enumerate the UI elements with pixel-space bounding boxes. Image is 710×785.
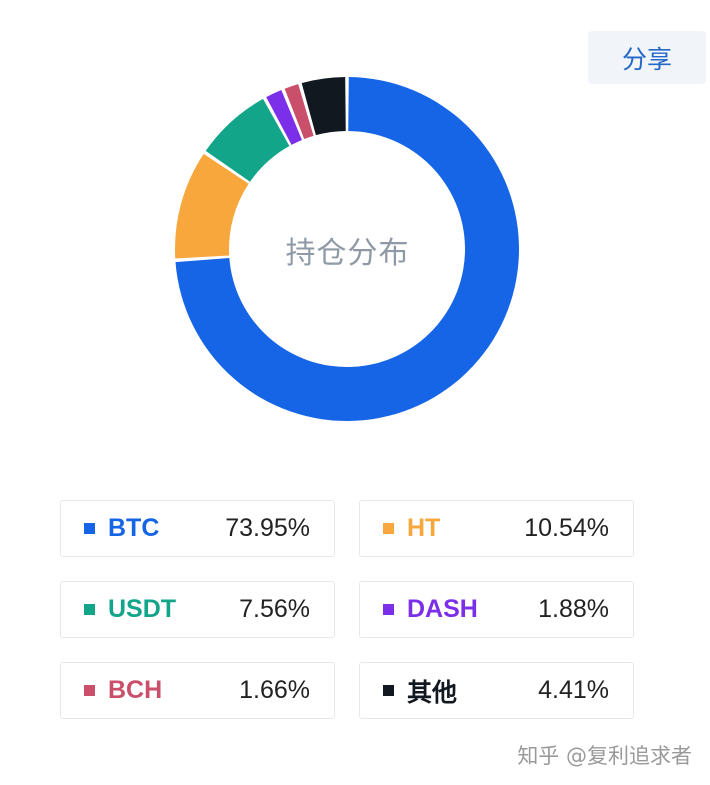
legend-swatch [383,685,394,696]
holdings-donut-chart [174,77,519,421]
share-button[interactable]: 分享 [588,31,706,84]
legend-item-bch: BCH 1.66% [60,662,335,719]
legend-swatch [84,685,95,696]
chart-center-label: 持仓分布 [285,236,410,271]
legend-value: 7.56% [239,595,310,623]
legend-item-ht: HT 10.54% [359,500,634,557]
legend-name: DASH [407,595,478,623]
donut-slice-usdt [205,98,290,182]
legend-value: 10.54% [524,514,609,542]
legend-value: 1.88% [538,595,609,623]
legend-name: 其他 [407,678,458,707]
legend-name: BTC [108,514,160,542]
watermark: 知乎 @复利追求者 [517,744,692,768]
legend-value: 1.66% [239,676,310,704]
legend-name: HT [407,514,441,542]
legend-item-usdt: USDT 7.56% [60,581,335,638]
donut-slice-其他 [301,77,346,136]
donut-slice-dash [266,90,302,145]
legend-item-dash: DASH 1.88% [359,581,634,638]
legend-swatch [84,604,95,615]
legend-swatch [383,523,394,534]
donut-slice-ht [174,153,249,259]
legend-swatch [383,604,394,615]
legend-value: 73.95% [225,514,310,542]
donut-slice-btc [175,77,519,421]
legend-item-other: 其他 4.41% [359,662,634,719]
donut-slice-bch [284,84,314,140]
legend-value: 4.41% [538,676,609,704]
legend-swatch [84,523,95,534]
legend-item-btc: BTC 73.95% [60,500,335,557]
legend-name: BCH [108,676,163,704]
legend-name: USDT [108,595,177,623]
